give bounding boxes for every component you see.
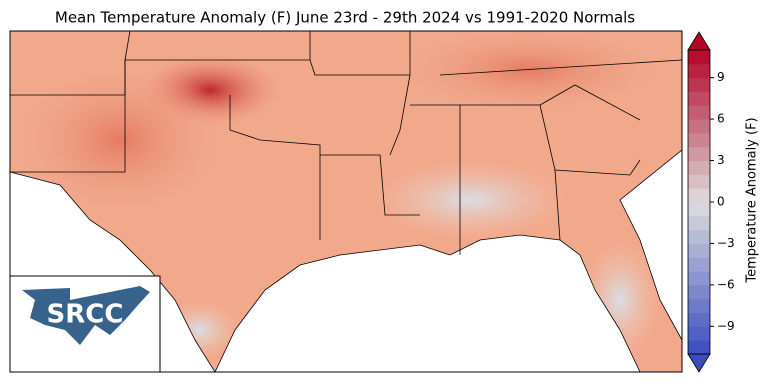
colorbar-segment xyxy=(688,91,710,106)
colorbar-segment xyxy=(688,119,710,134)
colorbar-segment xyxy=(688,243,710,258)
colorbar-segment xyxy=(688,132,710,148)
colorbar-segment xyxy=(688,257,710,272)
cool-blob xyxy=(370,160,570,240)
logo-shape xyxy=(22,286,150,345)
colorbar-tick-label: −9 xyxy=(717,319,735,333)
colorbar-segment xyxy=(688,202,710,217)
logo-text: SRCC xyxy=(47,300,124,330)
colorbar-segment xyxy=(688,340,710,355)
colorbar-tick-label: −3 xyxy=(717,236,735,250)
colorbar-tick-label: 0 xyxy=(717,195,725,209)
colorbar-tick-label: 6 xyxy=(717,112,725,126)
colorbar: 9 6 3 0 −3 −6 −9 xyxy=(687,31,735,373)
colorbar-segment xyxy=(688,271,710,286)
gulf xyxy=(214,149,682,372)
map-frame xyxy=(9,30,683,373)
colorbar-segment xyxy=(688,284,710,300)
colorbar-segment xyxy=(688,298,710,314)
colorbar-tick-label: 9 xyxy=(717,70,725,84)
logo-box: SRCC xyxy=(9,275,161,373)
colorbar-label: Temperature Anomaly (F) xyxy=(745,117,760,283)
heat-blob xyxy=(390,31,670,115)
colorbar-segment xyxy=(688,105,710,120)
colorbar-segment xyxy=(688,188,710,203)
heat-blob xyxy=(10,60,230,220)
colorbar-arrow-top xyxy=(687,31,711,51)
colorbar-segment xyxy=(688,63,710,79)
colorbar-arrow-bottom xyxy=(687,353,711,373)
colorbar-tick-label: −6 xyxy=(717,277,735,291)
colorbar-tick-label: 3 xyxy=(717,153,725,167)
colorbar-segment xyxy=(688,160,710,175)
state-borders xyxy=(10,31,682,255)
colorbar-segment xyxy=(688,215,710,231)
colorbar-segment xyxy=(688,229,710,244)
colorbar-segment xyxy=(688,77,710,92)
colorbar-segment xyxy=(688,312,710,327)
colorbar-segment xyxy=(688,326,710,341)
colorbar-segment xyxy=(688,174,710,189)
colorbar-segment xyxy=(688,50,710,65)
map-title: Mean Temperature Anomaly (F) June 23rd -… xyxy=(55,9,635,27)
colorbar-segment xyxy=(688,146,710,162)
